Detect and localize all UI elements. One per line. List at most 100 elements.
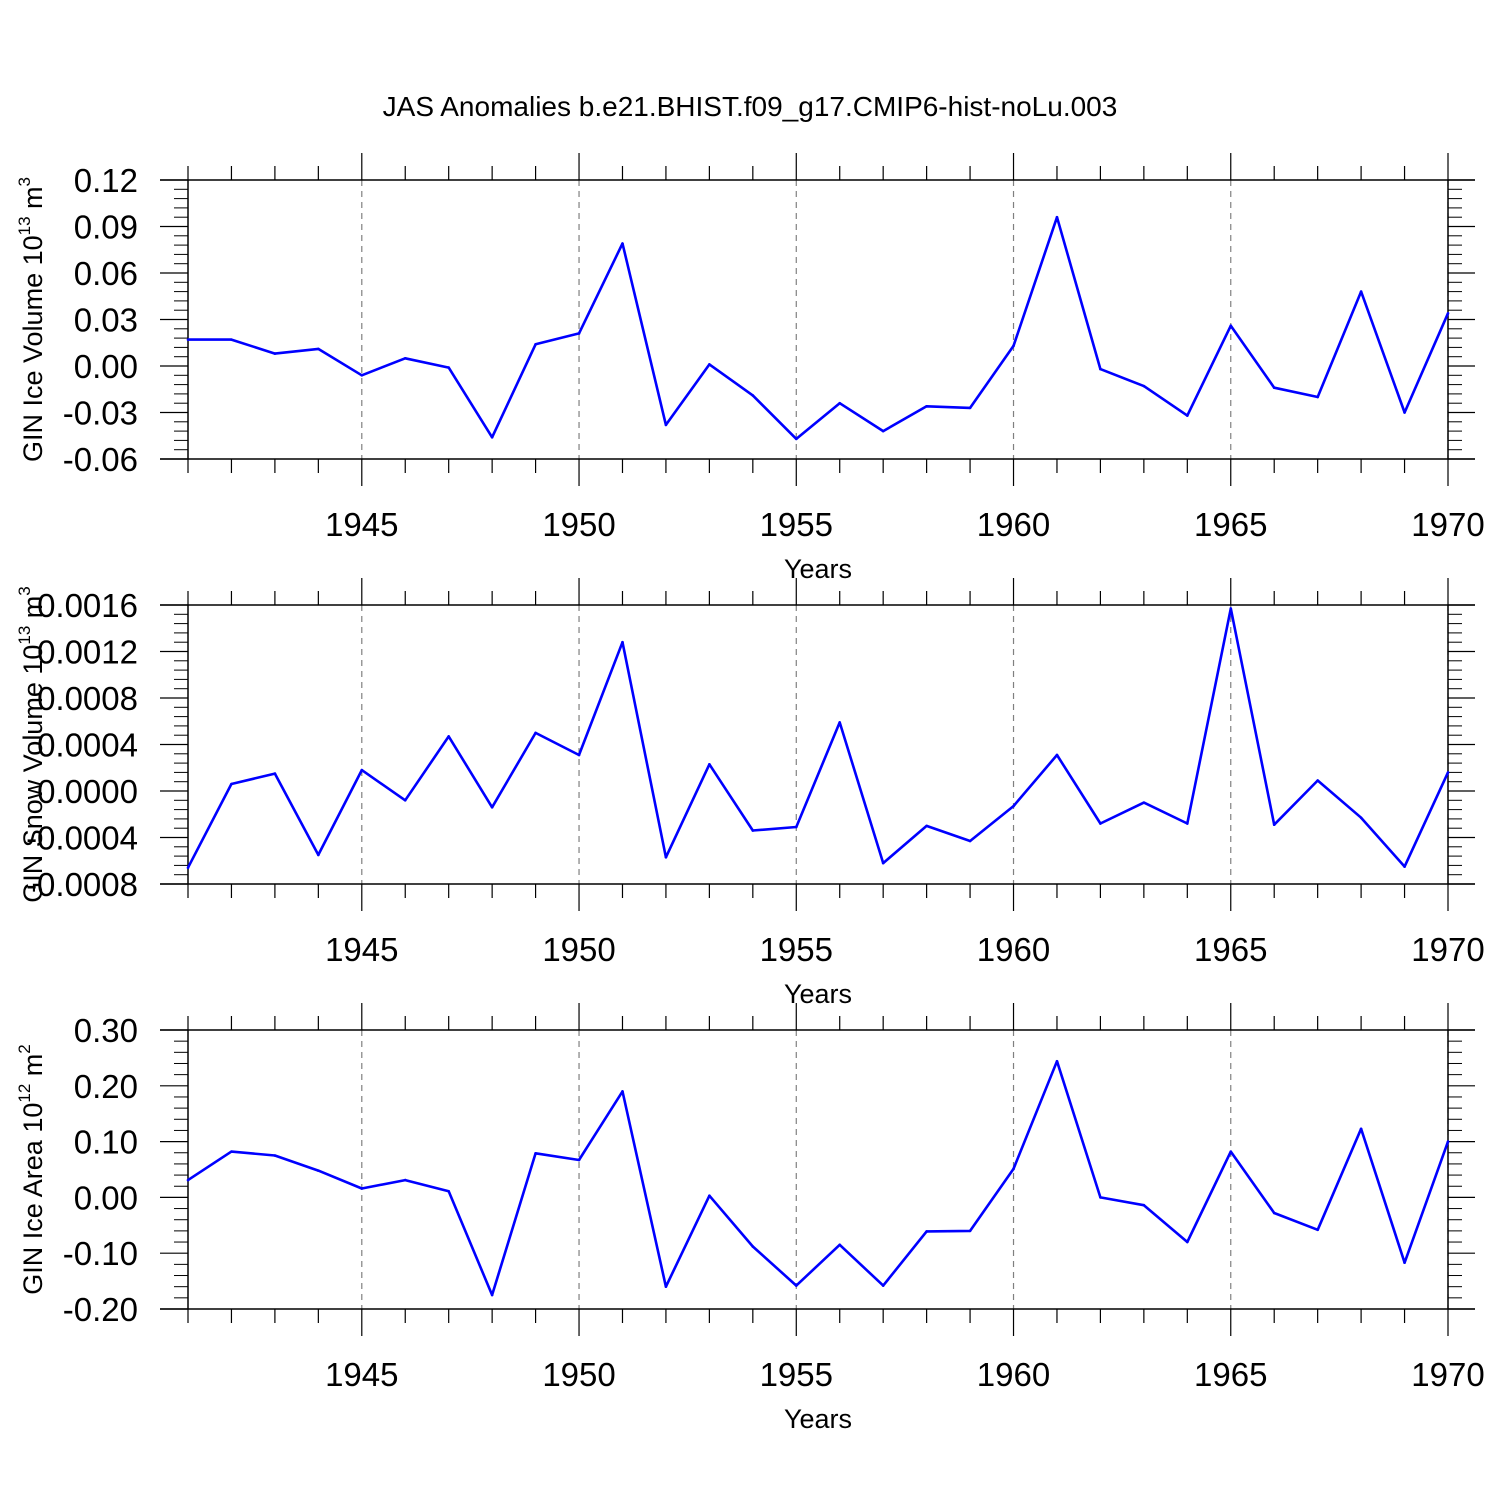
data-point <box>1403 411 1406 414</box>
data-point <box>490 1293 494 1297</box>
x-tick-label: 1955 <box>760 506 833 543</box>
data-point <box>577 332 581 335</box>
data-point <box>1099 1196 1102 1199</box>
data-point <box>621 640 624 644</box>
data-point <box>751 394 755 397</box>
data-point <box>1229 607 1233 610</box>
data-point <box>751 829 755 832</box>
data-point <box>317 1169 320 1172</box>
data-point <box>621 1090 624 1093</box>
y-tick-label: 0.00 <box>74 348 138 385</box>
y-tick-label: -0.10 <box>63 1235 138 1272</box>
data-point <box>186 1178 190 1182</box>
data-point <box>1012 804 1015 808</box>
data-point <box>186 338 190 341</box>
data-point <box>1403 1261 1406 1264</box>
data-point <box>534 343 537 346</box>
y-tick-label: -0.20 <box>63 1291 138 1328</box>
x-tick-label: 1970 <box>1411 931 1484 968</box>
data-point <box>1142 801 1146 804</box>
y-tick-label: 0.09 <box>74 209 138 246</box>
data-point <box>534 1152 537 1155</box>
data-point <box>925 1230 928 1233</box>
y-axis-label: GIN Snow Volume 1013 m3 <box>15 586 48 903</box>
data-point <box>708 363 711 366</box>
x-tick-label: 1950 <box>542 931 615 968</box>
data-point <box>968 406 972 410</box>
data-point <box>1055 1059 1059 1063</box>
data-point <box>1186 414 1189 417</box>
data-point <box>838 721 842 724</box>
data-point <box>1403 865 1406 868</box>
data-point <box>186 866 190 870</box>
series-line <box>187 1059 1450 1297</box>
y-axis-label-unit: m <box>18 186 48 216</box>
y-tick-label: 0.06 <box>74 255 138 292</box>
y-tick-label: 0.0012 <box>37 634 138 671</box>
y-tick-label: 0.0016 <box>37 587 138 624</box>
x-tick-label: 1960 <box>977 506 1050 543</box>
y-axis-label: GIN Ice Area 1012 m2 <box>15 1044 48 1295</box>
x-axis-label: Years <box>784 554 852 584</box>
x-tick-label: 1950 <box>542 506 615 543</box>
data-point <box>317 347 320 351</box>
y-tick-label: 0.10 <box>74 1124 138 1161</box>
data-point <box>447 735 450 738</box>
data-point <box>490 436 494 439</box>
data-point <box>534 731 537 735</box>
series-line <box>188 215 1450 441</box>
data-point <box>1142 1203 1146 1207</box>
data-point <box>447 1189 450 1193</box>
data-point <box>230 782 233 786</box>
data-point <box>1272 1211 1276 1215</box>
data-point <box>447 366 450 369</box>
x-tick-label: 1955 <box>760 1356 833 1393</box>
data-point <box>881 429 885 433</box>
data-point <box>577 1158 581 1162</box>
data-point <box>577 753 581 757</box>
data-point <box>664 1285 668 1288</box>
data-point <box>273 1154 277 1157</box>
y-axis-label-text: GIN Ice Area 10 <box>18 1103 48 1295</box>
y-axis-label-unit-exponent: 3 <box>15 177 34 186</box>
x-tick-label: 1970 <box>1411 1356 1484 1393</box>
x-tick-label: 1960 <box>977 931 1050 968</box>
data-point <box>925 824 928 828</box>
data-point <box>1359 816 1363 820</box>
chart-title: JAS Anomalies b.e21.BHIST.f09_g17.CMIP6-… <box>383 91 1118 122</box>
data-point <box>230 1150 233 1153</box>
data-point <box>708 762 711 766</box>
y-axis-label-exponent: 13 <box>15 626 34 645</box>
y-tick-label: 0.20 <box>74 1068 138 1105</box>
data-point <box>1229 1150 1233 1153</box>
data-point <box>1359 1127 1363 1131</box>
panel-ice-area: -0.20 -0.10 0.00 0.10 0.20 0.30 1945 1950 1955 19… <box>15 1003 1485 1434</box>
data-point <box>838 1243 842 1247</box>
data-point <box>794 825 798 829</box>
y-axis-label-unit-exponent: 2 <box>15 1044 34 1053</box>
data-point <box>1186 822 1189 825</box>
y-axis-label-exponent: 12 <box>15 1084 34 1103</box>
data-point <box>1272 386 1276 390</box>
y-tick-label: 0.0008 <box>37 680 138 717</box>
data-point <box>1272 823 1276 827</box>
x-axis-label: Years <box>784 979 852 1009</box>
data-point <box>273 352 277 355</box>
data-point <box>403 1178 407 1182</box>
y-tick-label: 0.00 <box>74 1179 138 1216</box>
data-point <box>1012 344 1015 348</box>
data-point <box>1446 1140 1450 1143</box>
x-tick-label: 1945 <box>325 506 398 543</box>
panel-ice-volume: -0.06 -0.03 0.00 0.03 0.06 0.09 0.12 1945 1950 19… <box>15 153 1485 584</box>
data-point <box>664 423 668 427</box>
data-point <box>968 1229 972 1233</box>
data-point <box>1186 1240 1189 1244</box>
data-point <box>1055 215 1059 219</box>
x-axis-label: Years <box>784 1404 852 1434</box>
data-point <box>1316 395 1319 399</box>
data-point <box>230 338 233 341</box>
data-point <box>968 839 972 843</box>
y-tick-label: 0.0000 <box>37 773 138 810</box>
data-point <box>925 405 928 408</box>
